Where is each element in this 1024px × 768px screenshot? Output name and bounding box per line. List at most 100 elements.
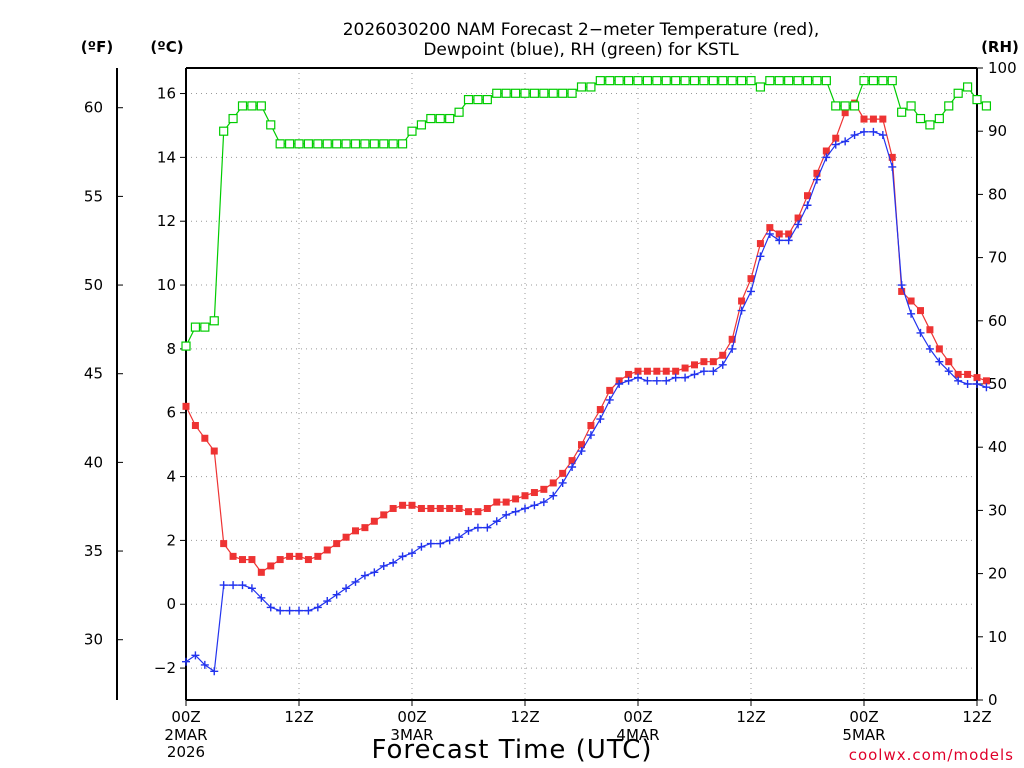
temperature-point xyxy=(625,370,633,378)
dewpoint-point xyxy=(229,581,238,590)
celsius-tick-label: 10 xyxy=(157,276,176,294)
x-tick-label: 12Z xyxy=(736,708,765,726)
rh-point xyxy=(397,139,408,149)
rh-unit-label: (RH) xyxy=(981,38,1019,56)
dewpoint-point xyxy=(389,558,398,567)
rh-point xyxy=(350,139,361,149)
temperature-point xyxy=(822,147,830,155)
temperature-point xyxy=(888,153,896,161)
rh-point xyxy=(247,101,257,111)
temperature-point xyxy=(446,504,454,512)
rh-point xyxy=(915,113,926,124)
rh-point xyxy=(492,88,502,98)
dewpoint-point xyxy=(492,517,501,526)
rh-point xyxy=(906,101,916,111)
dewpoint-point xyxy=(473,523,482,532)
credit-text: coolwx.com/models xyxy=(849,746,1014,764)
rh-point xyxy=(708,76,718,86)
rh-point xyxy=(680,76,690,86)
dewpoint-point xyxy=(521,504,529,513)
rh-point xyxy=(237,101,248,111)
dewpoint-point xyxy=(455,533,464,542)
x-tick-label: 12Z xyxy=(510,708,539,726)
rh-point xyxy=(284,139,295,149)
fahrenheit-tick-label: 30 xyxy=(84,631,103,649)
dewpoint-point xyxy=(803,201,812,210)
dewpoint-point xyxy=(728,344,737,353)
rh-point xyxy=(595,76,605,86)
dewpoint-point xyxy=(841,137,850,146)
temperature-point xyxy=(935,345,943,353)
rh-point xyxy=(454,107,464,117)
dewpoint-point xyxy=(775,236,784,245)
dewpoint-point xyxy=(257,593,266,602)
celsius-tick-label: 12 xyxy=(157,212,176,230)
rh-point xyxy=(482,94,492,105)
dewpoint-point xyxy=(379,561,388,570)
dewpoint-point xyxy=(370,568,379,577)
rh-point xyxy=(661,76,671,86)
rh-point xyxy=(633,76,643,86)
dewpoint-point xyxy=(605,395,614,404)
temperature-point xyxy=(747,275,755,283)
temperature-point xyxy=(982,377,990,385)
rh-point xyxy=(755,82,766,92)
rh-point xyxy=(981,101,992,111)
rh-point xyxy=(294,139,304,149)
temperature-point xyxy=(728,335,736,343)
x-tick-label: 00Z xyxy=(623,708,652,726)
dewpoint-point xyxy=(426,539,435,548)
temperature-point xyxy=(493,498,501,506)
rh-point xyxy=(445,113,455,124)
rh-point xyxy=(520,88,530,98)
temperature-series xyxy=(182,99,990,576)
temperature-point xyxy=(587,421,595,429)
fahrenheit-tick-label: 40 xyxy=(84,453,103,471)
temperature-point xyxy=(436,504,444,512)
rh-point xyxy=(605,76,615,86)
dewpoint-point xyxy=(210,667,219,676)
x-tick-label: 00Z xyxy=(171,708,200,726)
rh-point xyxy=(548,88,558,98)
temperature-point xyxy=(578,441,585,449)
rh-tick-label: 40 xyxy=(988,438,1007,456)
rh-point xyxy=(736,76,747,86)
rh-point xyxy=(868,76,879,86)
dewpoint-point xyxy=(662,376,671,385)
rh-point xyxy=(219,126,229,136)
dewpoint-point xyxy=(558,478,567,487)
dewpoint-point xyxy=(822,153,831,162)
dewpoint-point xyxy=(285,606,294,615)
dewpoint-point xyxy=(794,220,803,229)
temperature-point xyxy=(954,370,962,378)
temperature-point xyxy=(606,386,614,394)
dewpoint-point xyxy=(351,577,360,586)
fahrenheit-tick-label: 55 xyxy=(84,187,103,205)
dewpoint-point xyxy=(973,380,981,388)
rh-point xyxy=(322,139,332,149)
dewpoint-point xyxy=(709,367,718,376)
x-date-label: 4MAR xyxy=(616,726,659,744)
rh-point xyxy=(190,322,201,332)
rh-point xyxy=(558,88,568,98)
dewpoint-point xyxy=(408,549,416,558)
rh-point xyxy=(944,101,954,111)
dewpoint-point xyxy=(539,498,548,507)
dewpoint-point xyxy=(860,127,868,136)
temperature-point xyxy=(540,485,548,493)
dewpoint-point xyxy=(200,660,209,669)
rh-point xyxy=(642,76,653,86)
fahrenheit-tick-label: 45 xyxy=(84,365,103,383)
celsius-tick-label: 16 xyxy=(157,85,176,103)
dewpoint-point xyxy=(313,603,322,612)
temperature-point xyxy=(257,568,265,576)
temperature-point xyxy=(766,224,774,232)
temperature-point xyxy=(417,504,425,512)
tick-labels: −2 0 2 4 6 8 10 12 14 16 30 35 40 45 50 55 60 0 10 20 30 40 50… xyxy=(84,59,1017,761)
dewpoint-point xyxy=(398,552,407,561)
dewpoint-point xyxy=(925,344,934,353)
temperature-point xyxy=(643,367,651,375)
dewpoint-point xyxy=(737,306,746,315)
rh-point xyxy=(774,76,784,86)
